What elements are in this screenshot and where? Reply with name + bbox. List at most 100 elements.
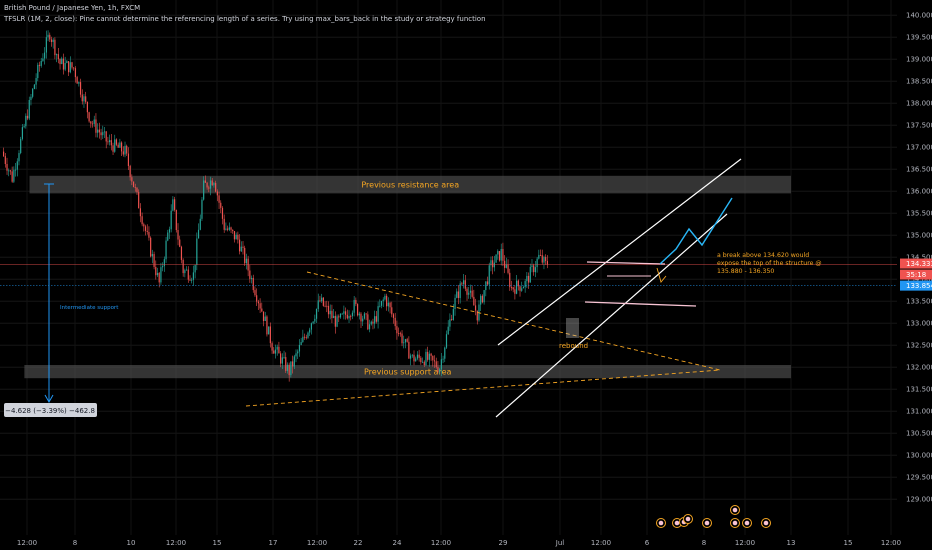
candle-body — [191, 279, 193, 281]
candle-body — [273, 350, 275, 354]
candle-body — [79, 82, 82, 95]
candle-body — [11, 171, 13, 182]
candle-body — [47, 34, 49, 38]
candle-body — [351, 312, 354, 317]
candle-body — [481, 295, 483, 303]
candle-body — [180, 246, 183, 260]
candle-body — [163, 259, 165, 267]
candle-body — [309, 329, 311, 333]
candle-body — [486, 281, 489, 285]
candle-body — [451, 319, 453, 320]
candle-body — [170, 210, 172, 230]
candle-body — [216, 191, 218, 196]
candle-body — [44, 52, 46, 59]
candle-body — [488, 265, 490, 285]
candle-body — [409, 355, 412, 359]
candle-body — [177, 230, 179, 240]
measure-label: −4.628 (−3.39%) −462.8 — [5, 407, 95, 415]
candle-body — [35, 78, 37, 85]
candle-body — [78, 82, 80, 84]
candle-body — [57, 54, 59, 60]
candle-body — [40, 60, 42, 66]
candle-body — [466, 288, 468, 295]
candle-body — [336, 316, 338, 327]
zone-label: Previous support area — [364, 368, 452, 377]
candle-body — [394, 317, 396, 327]
price-tick-label: 135.500 — [906, 210, 932, 218]
zone-label: Previous resistance area — [361, 181, 459, 190]
measure-arrowhead — [44, 394, 54, 404]
time-tick-label: 15 — [844, 539, 853, 547]
event-marker-dot — [658, 520, 664, 526]
candle-body — [261, 308, 263, 312]
candle-body — [380, 300, 383, 306]
candle-body — [456, 291, 458, 298]
candle-body — [425, 351, 427, 366]
candle-body — [403, 342, 405, 344]
candle-body — [387, 302, 389, 307]
candle-body — [138, 192, 140, 209]
candle-body — [305, 337, 307, 339]
candle-body — [533, 265, 535, 273]
candle-body — [204, 180, 206, 183]
event-marker-dot — [685, 516, 691, 522]
candle-body — [379, 305, 381, 307]
time-tick-label: 24 — [393, 539, 402, 547]
candle-body — [370, 321, 372, 325]
candle-body — [16, 161, 18, 170]
candle-body — [492, 260, 494, 268]
candle-body — [32, 88, 34, 97]
candle-body — [189, 279, 191, 281]
candle-body — [45, 37, 47, 53]
candle-body — [358, 313, 360, 316]
candle-body — [545, 257, 547, 261]
candle-body — [416, 354, 419, 359]
price-tick-label: 139.500 — [906, 34, 932, 42]
candle-body — [290, 361, 292, 376]
candle-body — [543, 257, 545, 263]
zone-box — [29, 175, 791, 194]
candle-body — [23, 126, 25, 128]
candle-body — [541, 255, 543, 263]
candle-body — [54, 39, 56, 56]
price-tick-label: 129.500 — [906, 474, 932, 482]
candle-body — [105, 131, 107, 142]
candle-body — [546, 260, 548, 265]
rebound-label: rebound — [559, 342, 588, 350]
candle-body — [280, 353, 282, 364]
candle-body — [240, 246, 242, 252]
candle-body — [266, 316, 268, 335]
candle-body — [102, 132, 104, 136]
chart-grid — [0, 0, 897, 535]
breakout-note-line: expose the top of the structure @ — [717, 259, 822, 267]
candle-body — [498, 251, 501, 261]
candle-body — [521, 288, 523, 291]
candle-body — [326, 305, 328, 307]
candle-body — [327, 305, 330, 315]
candle-body — [432, 355, 434, 361]
time-axis: 12:00 8 10 12:00 15 17 12:00 22 24 12:00 29 Jul 12:0… — [17, 539, 901, 547]
candle-body — [20, 138, 22, 154]
candle-body — [418, 354, 420, 358]
candle-body — [109, 140, 111, 143]
candle-body — [153, 254, 155, 267]
candle-body — [442, 358, 444, 360]
candle-body — [384, 295, 386, 300]
candle-body — [110, 140, 112, 146]
candle-body — [112, 145, 114, 152]
candle-body — [317, 300, 319, 309]
candle-body — [201, 199, 203, 219]
candle-body — [95, 119, 97, 133]
candle-body — [350, 316, 352, 317]
candle-body — [329, 310, 331, 315]
candle-body — [539, 254, 542, 256]
candle-body — [457, 291, 460, 298]
candle-body — [42, 58, 44, 61]
support-note: Intermediate support — [60, 305, 119, 311]
candle-body — [312, 321, 314, 324]
candle-body — [363, 313, 366, 319]
candle-body — [129, 165, 131, 178]
candle-body — [271, 343, 273, 351]
event-marker-dot — [732, 520, 738, 526]
